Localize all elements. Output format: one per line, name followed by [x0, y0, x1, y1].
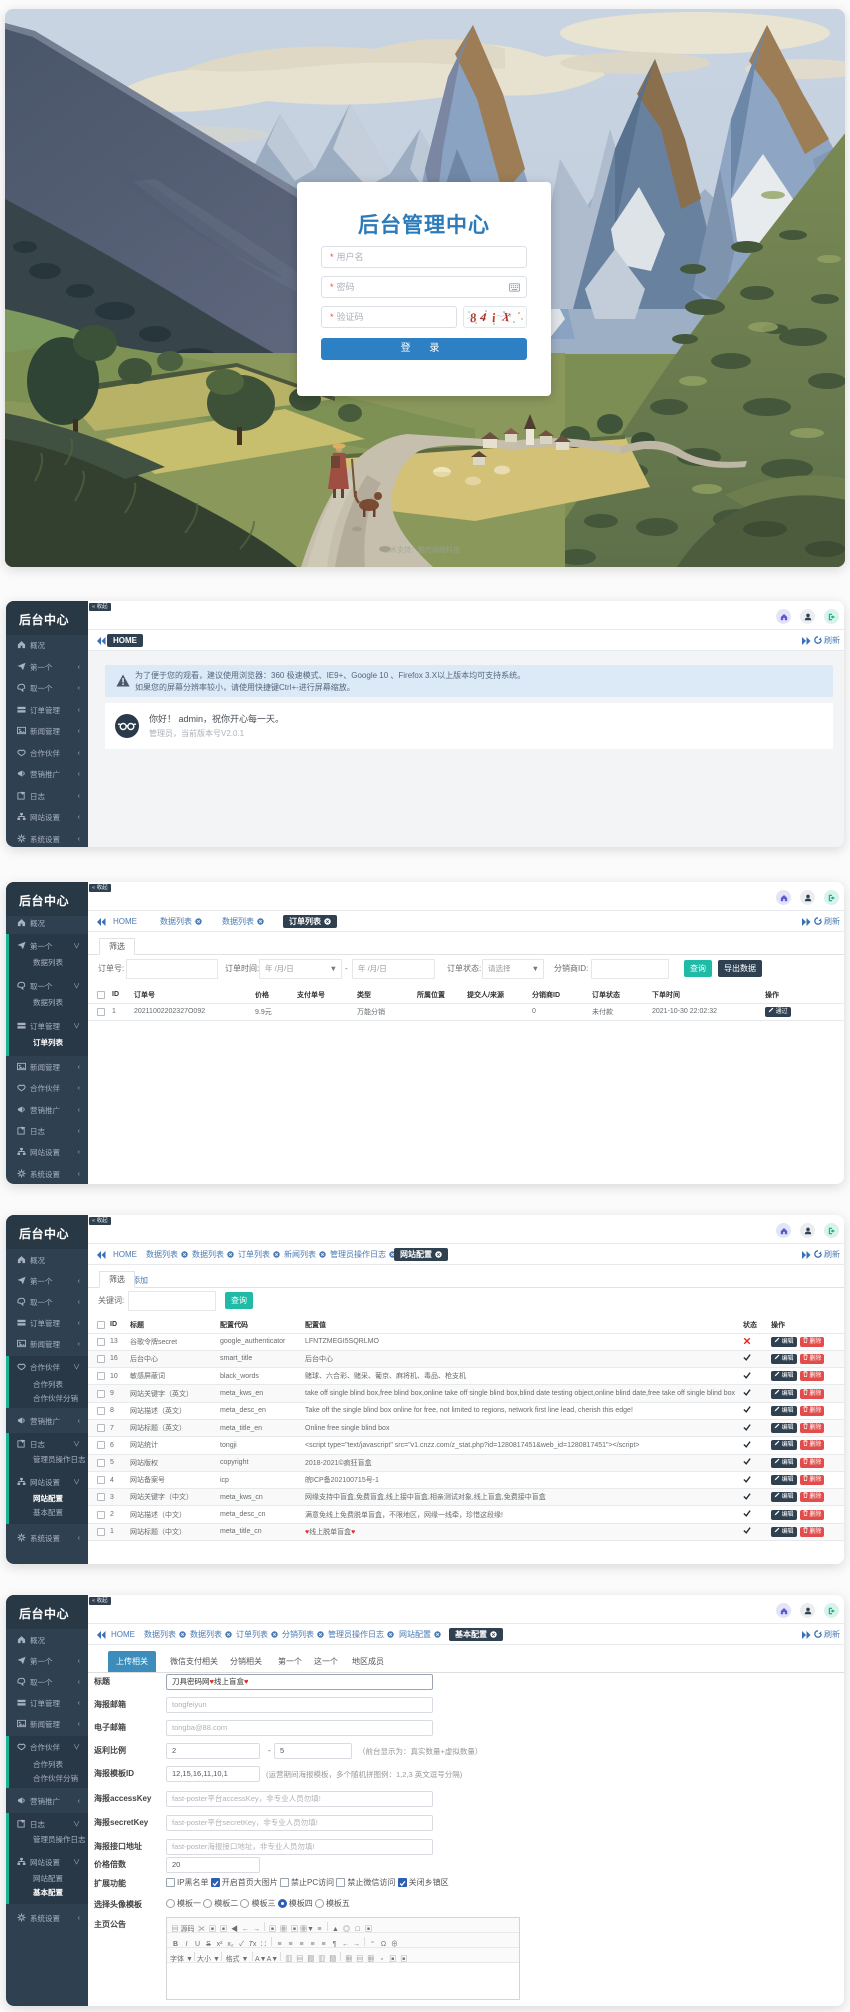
svg-text:4: 4: [479, 310, 487, 325]
svg-text:8: 8: [469, 310, 478, 326]
svg-text:i: i: [491, 310, 496, 325]
svg-text:X: X: [500, 309, 512, 325]
